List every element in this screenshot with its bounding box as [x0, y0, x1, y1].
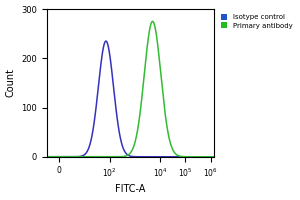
Y-axis label: Count: Count: [6, 68, 16, 97]
Legend: Isotype control, Primary antibody: Isotype control, Primary antibody: [220, 13, 294, 30]
X-axis label: FITC-A: FITC-A: [115, 184, 146, 194]
